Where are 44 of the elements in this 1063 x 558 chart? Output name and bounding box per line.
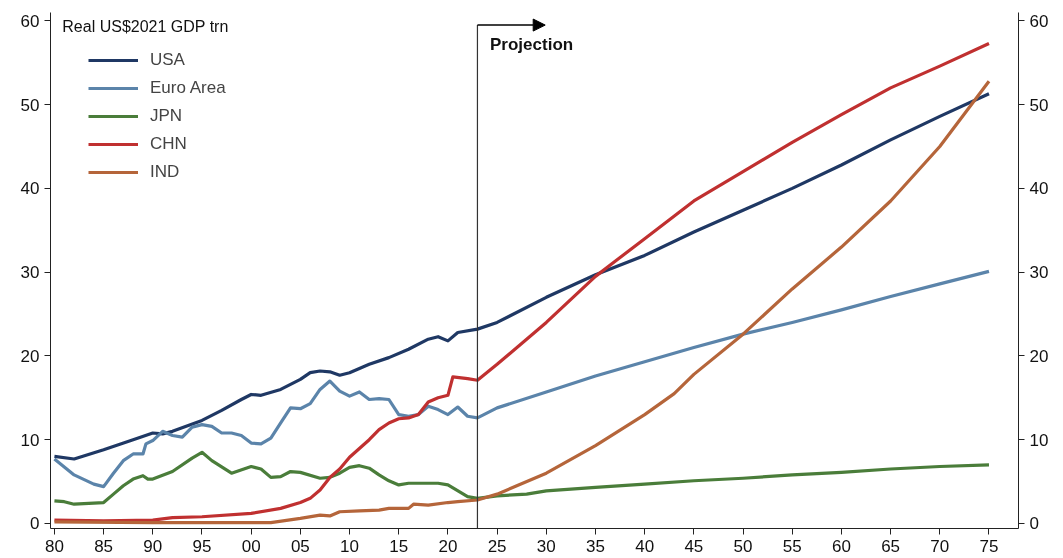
ref-line-label: Projection <box>490 35 574 55</box>
y2-tick-label: 60 <box>1029 11 1049 31</box>
x-tick-label: 90 <box>143 536 163 556</box>
x-tick-label: 00 <box>241 536 261 556</box>
y-tick-label: 20 <box>20 346 40 366</box>
x-tick-label: 45 <box>684 536 704 556</box>
x-tick-label: 95 <box>192 536 212 556</box>
legend-label: JPN <box>150 106 183 126</box>
line-series <box>52 450 991 506</box>
x-tick-label: 55 <box>782 536 802 556</box>
x-tick-label: 80 <box>44 536 64 556</box>
line-series <box>52 92 991 461</box>
y2-tick-label: 40 <box>1029 179 1049 199</box>
legend-label: IND <box>150 162 180 182</box>
x-tick-label: 35 <box>586 536 605 556</box>
x-tick-label: 85 <box>94 536 114 556</box>
y-tick-label: 30 <box>20 263 40 283</box>
y-tick-label: 50 <box>20 95 40 115</box>
y2-tick-label: 50 <box>1029 95 1049 115</box>
y-tick-label: 40 <box>20 179 40 199</box>
x-tick-label: 15 <box>389 536 409 556</box>
y-axis-title: Real US$2021 GDP trn <box>62 17 229 35</box>
legend-label: CHN <box>150 134 187 154</box>
y2-tick-label: 20 <box>1029 346 1049 366</box>
y-tick-label: 0 <box>30 514 40 534</box>
x-tick-label: 25 <box>487 536 507 556</box>
x-tick-label: 60 <box>831 536 851 556</box>
legend-label: Euro Area <box>150 78 226 98</box>
line-series <box>52 269 991 489</box>
x-tick-label: 75 <box>979 536 999 556</box>
x-tick-label: 65 <box>881 536 901 556</box>
x-tick-label: 10 <box>340 536 360 556</box>
x-tick-label: 50 <box>733 536 753 556</box>
y2-tick-label: 30 <box>1029 263 1049 283</box>
x-tick-label: 05 <box>290 536 310 556</box>
x-tick-label: 20 <box>438 536 458 556</box>
y-tick-label: 10 <box>20 430 40 450</box>
y-tick-label: 60 <box>20 11 40 31</box>
x-tick-label: 30 <box>536 536 556 556</box>
y2-tick-label: 10 <box>1029 430 1049 450</box>
legend-label: USA <box>150 50 185 70</box>
x-tick-label: 70 <box>930 536 950 556</box>
y2-tick-label: 0 <box>1029 514 1039 534</box>
x-tick-label: 40 <box>635 536 655 556</box>
